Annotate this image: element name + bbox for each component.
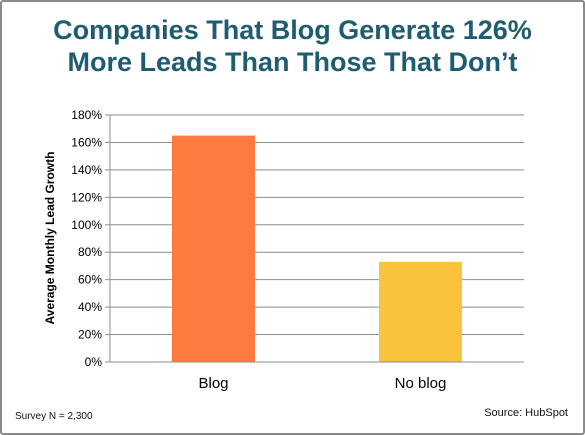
y-tick-label: 60% bbox=[78, 273, 102, 287]
survey-note: Survey N = 2,300 bbox=[15, 411, 93, 422]
axes bbox=[109, 115, 524, 363]
y-tick-label: 0% bbox=[85, 355, 103, 369]
x-tick-label: Blog bbox=[198, 375, 228, 392]
y-axis-label: Average Monthly Lead Growth bbox=[43, 152, 57, 325]
x-tick-labels: Blog No blog bbox=[198, 375, 446, 392]
bar bbox=[379, 261, 462, 362]
y-tick-label: 160% bbox=[71, 135, 102, 149]
chart-title: Companies That Blog Generate 126% More L… bbox=[0, 14, 585, 78]
bars bbox=[172, 135, 462, 362]
source-note: Source: HubSpot bbox=[484, 407, 568, 419]
y-tick-label: 180% bbox=[71, 108, 102, 122]
y-tick-label: 40% bbox=[78, 300, 102, 314]
y-tick-label: 120% bbox=[71, 190, 102, 204]
chart-title-line-2: More Leads Than Those That Don’t bbox=[67, 47, 518, 77]
x-tick-label: No blog bbox=[395, 375, 447, 392]
y-tick-labels: 0% 20% 40% 60% 80% 100% 120% 140% 160% 180% bbox=[71, 108, 102, 369]
y-tick-label: 80% bbox=[78, 245, 102, 259]
y-tick-label: 140% bbox=[71, 163, 102, 177]
y-tick-label: 20% bbox=[78, 328, 102, 342]
bar bbox=[172, 135, 255, 362]
y-tick-label: 100% bbox=[71, 218, 102, 232]
chart-title-line-1: Companies That Blog Generate 126% bbox=[53, 15, 532, 45]
